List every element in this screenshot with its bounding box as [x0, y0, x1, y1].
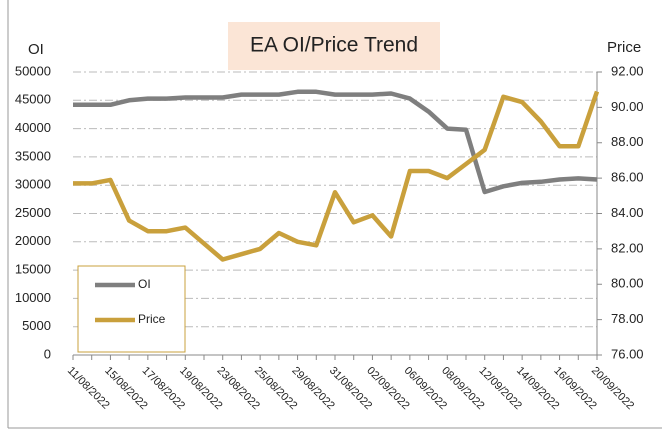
- y-tick-label: 20000: [15, 233, 51, 248]
- y2-tick-label: 76.00: [611, 346, 644, 361]
- y-tick-label: 45000: [15, 92, 51, 107]
- chart-title: EA OI/Price Trend: [250, 34, 418, 57]
- y-tick-label: 25000: [15, 205, 51, 220]
- y2-tick-label: 80.00: [611, 276, 644, 291]
- y2-tick-label: 82.00: [611, 240, 644, 255]
- y-tick-label: 35000: [15, 148, 51, 163]
- legend-label: Price: [138, 312, 166, 326]
- series-line: [73, 90, 600, 262]
- y2-tick-label: 84.00: [611, 205, 644, 220]
- y-tick-label: 0: [44, 346, 51, 361]
- y2-tick-label: 92.00: [611, 63, 644, 78]
- y-tick-label: 50000: [15, 63, 51, 78]
- y-tick-label: 5000: [22, 318, 51, 333]
- y-axis-title: OI: [28, 41, 44, 58]
- y2-tick-label: 88.00: [611, 134, 644, 149]
- y2-tick-label: 90.00: [611, 99, 644, 114]
- y2-tick-label: 78.00: [611, 311, 644, 326]
- y-tick-label: 15000: [15, 262, 51, 277]
- legend-label: OI: [138, 277, 151, 291]
- title-box: [228, 22, 440, 70]
- y2-tick-label: 86.00: [611, 170, 644, 185]
- y-tick-label: 30000: [15, 177, 51, 192]
- y-tick-label: 40000: [15, 120, 51, 135]
- legend-box: [77, 265, 186, 353]
- y2-axis-title: Price: [607, 39, 641, 56]
- series-line: [73, 89, 598, 195]
- y-tick-label: 10000: [15, 290, 51, 305]
